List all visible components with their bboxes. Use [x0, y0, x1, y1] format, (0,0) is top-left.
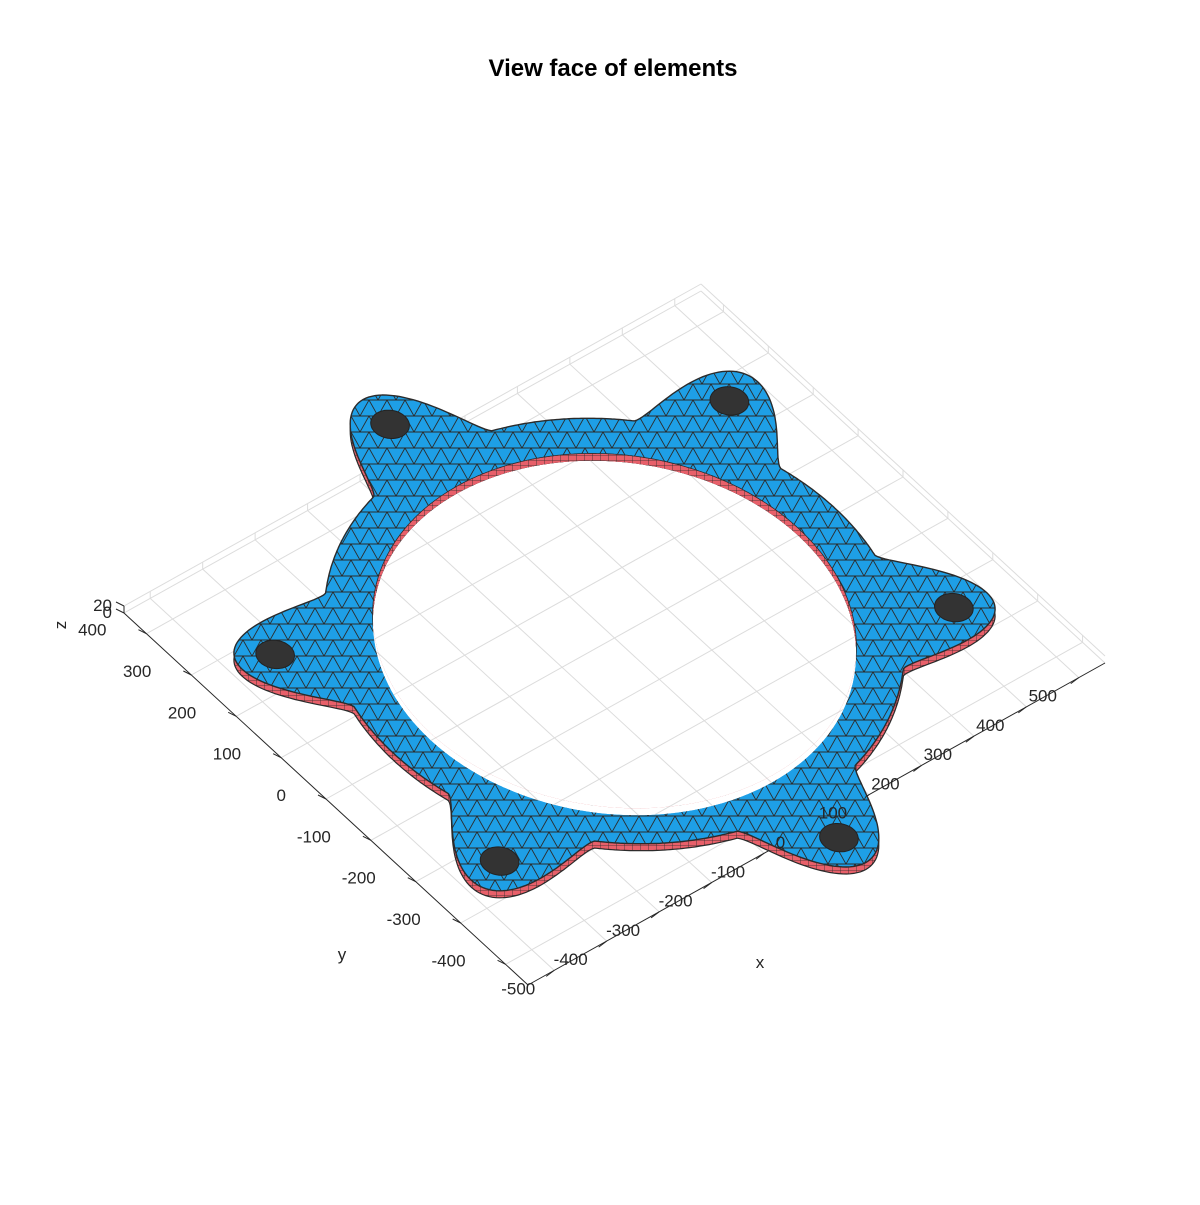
- y-axis-label: y: [338, 945, 347, 964]
- y-tick-label: 400: [78, 621, 106, 640]
- y-tick-label: -300: [387, 910, 421, 929]
- z-tick-mark: [115, 608, 125, 614]
- x-tick-label: -200: [659, 892, 693, 911]
- x-tick-label: -500: [501, 979, 535, 998]
- x-tick-label: 300: [924, 745, 952, 764]
- bolt-hole: [709, 386, 750, 416]
- x-tick-mark: [913, 765, 922, 772]
- x-tick-label: -100: [711, 862, 745, 881]
- y-tick-mark: [407, 877, 417, 883]
- grid-line-y: [372, 460, 769, 676]
- grid-line-y: [415, 559, 857, 816]
- y-tick-label: 100: [213, 745, 241, 764]
- z-axis-label: z: [51, 621, 70, 630]
- bolt-hole: [370, 409, 410, 439]
- grid-wall-z: [700, 283, 1106, 657]
- axis-labels: -500-400-300-200-1000100200300400500-400…: [51, 596, 1057, 998]
- y-tick-label: 200: [168, 703, 196, 722]
- y-tick-mark: [183, 670, 192, 676]
- x-tick-mark: [755, 852, 765, 860]
- x-tick-mark: [545, 969, 555, 977]
- x-tick-mark: [1018, 706, 1027, 714]
- x-tick-label: 200: [871, 774, 899, 793]
- grid-wall-z: [700, 290, 1106, 664]
- y-tick-label: -200: [342, 869, 376, 888]
- y-tick-mark: [497, 959, 506, 965]
- y-tick-label: 300: [123, 662, 151, 681]
- bolt-hole: [255, 639, 296, 670]
- x-axis-label: x: [756, 953, 765, 972]
- x-tick-mark: [1070, 677, 1080, 685]
- bolt-hole: [479, 846, 520, 876]
- flange-model: [233, 370, 996, 899]
- x-tick-mark: [650, 911, 660, 919]
- grid-line-y: [460, 600, 857, 816]
- y-tick-label: -100: [297, 827, 331, 846]
- bolt-hole: [819, 823, 859, 853]
- y-tick-mark: [317, 794, 327, 800]
- y-tick-mark: [272, 753, 282, 759]
- y-tick-label: -400: [432, 951, 466, 970]
- x-tick-label: 400: [976, 716, 1004, 735]
- y-tick-mark: [138, 629, 147, 635]
- grid-line-y: [372, 460, 814, 717]
- z-tick-label: 20: [93, 596, 112, 615]
- x-tick-mark: [598, 940, 607, 948]
- y-tick-mark: [362, 835, 372, 841]
- z-tick-label: 0: [103, 603, 112, 622]
- bolt-hole: [933, 592, 974, 623]
- y-tick-label: 0: [277, 786, 286, 805]
- x-tick-label: 0: [776, 833, 785, 852]
- x-tick-label: 500: [1029, 687, 1057, 706]
- chart-title: View face of elements: [489, 55, 738, 82]
- x-tick-mark: [965, 735, 975, 743]
- x-tick-label: -400: [554, 950, 588, 969]
- y-tick-mark: [227, 711, 237, 717]
- z-tick-mark: [115, 601, 125, 607]
- x-tick-label: 100: [819, 804, 847, 823]
- x-tick-label: -300: [606, 921, 640, 940]
- x-tick-mark: [703, 882, 712, 889]
- y-tick-mark: [452, 918, 461, 924]
